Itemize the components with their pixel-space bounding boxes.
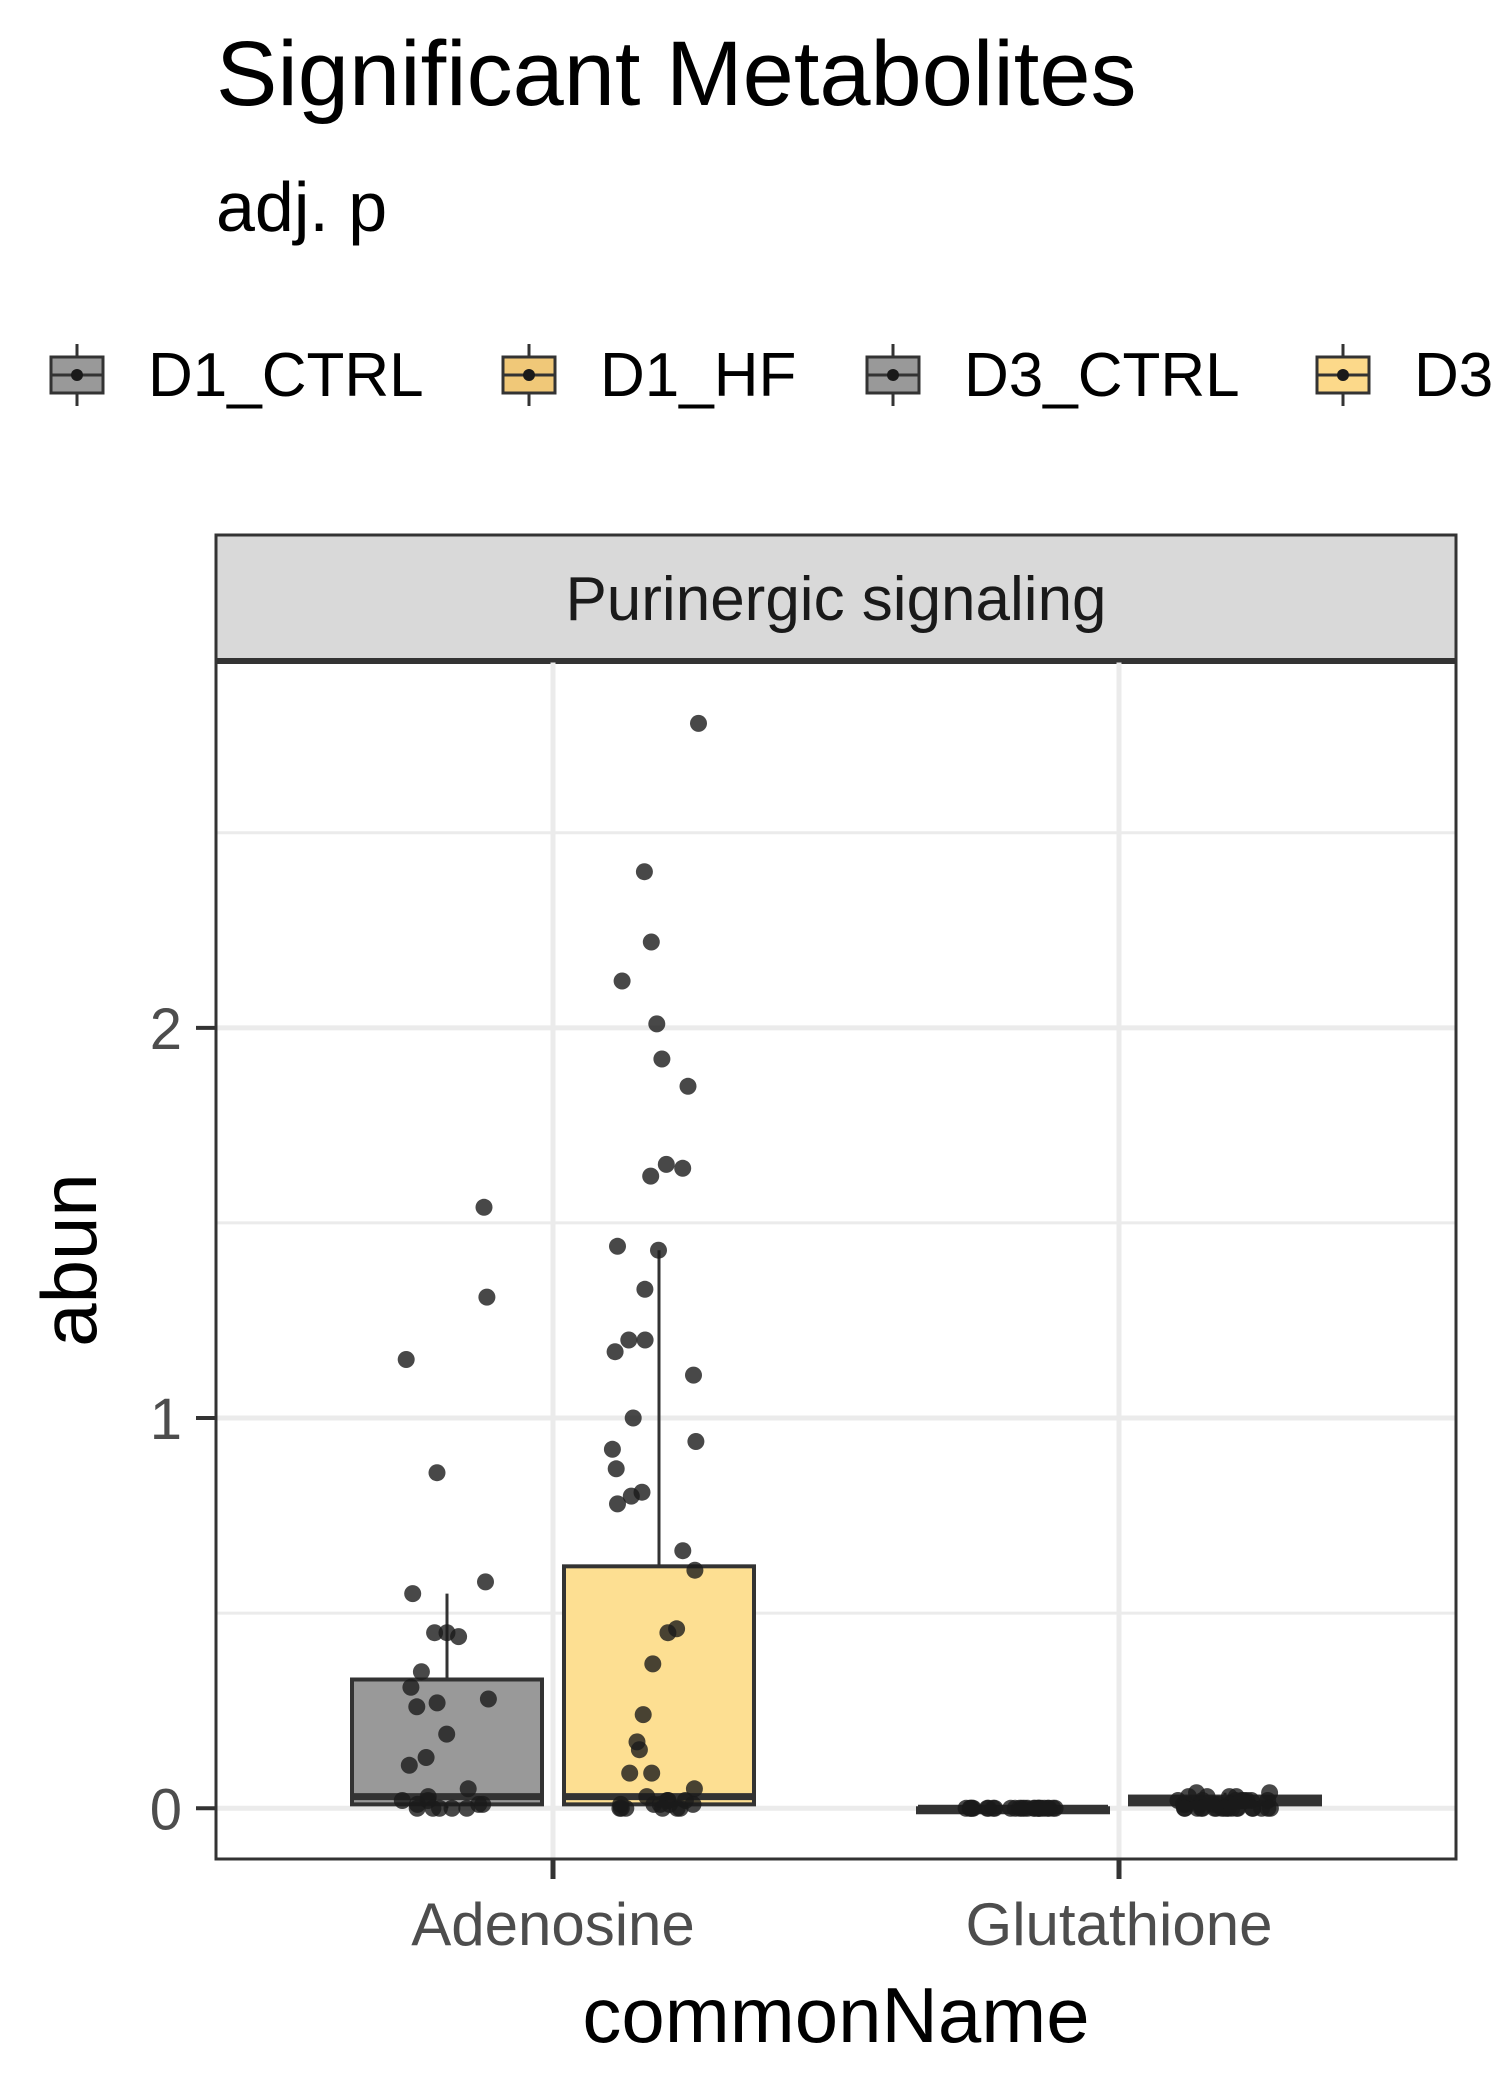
data-point: [1194, 1799, 1211, 1817]
data-point: [671, 1799, 689, 1817]
chart-subtitle: adj. p: [216, 168, 388, 246]
legend-item: D1_HF: [498, 330, 796, 420]
x-tick-label: Adenosine: [411, 1891, 695, 1958]
data-point: [648, 1015, 666, 1033]
data-point: [428, 1694, 446, 1712]
data-point: [450, 1628, 468, 1646]
data-point: [400, 1756, 418, 1774]
data-point: [458, 1799, 476, 1817]
data-point: [475, 1198, 493, 1216]
data-point: [607, 1460, 625, 1478]
data-points: [393, 714, 1279, 1817]
data-point: [1175, 1799, 1193, 1817]
data-point: [1243, 1799, 1261, 1817]
chart-title: Significant Metabolites: [216, 23, 1137, 125]
y-tick-label: 2: [150, 997, 182, 1062]
x-tick-label: Glutathione: [966, 1891, 1273, 1958]
data-point: [609, 1495, 626, 1513]
box-body: [562, 1564, 756, 1807]
data-point: [687, 1433, 705, 1450]
box-d1-hf: [562, 1250, 756, 1809]
data-point: [685, 1780, 703, 1798]
data-point: [643, 1764, 661, 1782]
data-point: [397, 1351, 415, 1368]
data-point: [621, 1764, 639, 1782]
data-point: [1011, 1799, 1029, 1817]
facet-label: Purinergic signaling: [565, 565, 1106, 634]
data-point: [657, 1155, 675, 1173]
legend-label: D1_HF: [600, 340, 797, 410]
data-point: [1261, 1799, 1279, 1817]
data-point: [964, 1799, 982, 1817]
data-point: [690, 714, 707, 732]
data-point: [402, 1678, 420, 1696]
data-point: [459, 1780, 477, 1798]
data-point: [408, 1698, 426, 1716]
y-axis-title: abun: [25, 1173, 113, 1347]
data-point: [635, 863, 653, 881]
legend-item: D1_CTRL: [46, 330, 424, 420]
axes: 0 1 2 Adenosine Glutathione: [150, 997, 1273, 1958]
data-point: [606, 1343, 624, 1361]
data-point: [408, 1799, 426, 1817]
data-point: [1029, 1799, 1047, 1817]
data-point: [417, 1749, 435, 1766]
data-point: [624, 1409, 642, 1427]
legend-key-icon: [1312, 344, 1374, 406]
data-point: [653, 1050, 671, 1068]
legend-key-icon: [46, 344, 108, 406]
data-point: [642, 933, 660, 951]
legend: D1_CTRL D1_HF D3_CTRL D3: [0, 330, 1500, 420]
data-point: [674, 1159, 692, 1177]
legend-item: D3_CTRL: [862, 330, 1240, 420]
data-point: [654, 1799, 672, 1817]
data-point: [684, 1795, 702, 1813]
data-point: [622, 1487, 640, 1505]
data-point: [679, 1077, 697, 1095]
data-point: [659, 1624, 677, 1642]
data-point: [603, 1440, 621, 1458]
y-tick-label: 0: [150, 1777, 182, 1842]
data-point: [1223, 1799, 1241, 1817]
x-axis-title: commonName: [582, 1971, 1089, 2059]
data-point: [685, 1366, 702, 1384]
data-point: [438, 1725, 456, 1743]
legend-label: D1_CTRL: [148, 340, 424, 410]
data-point: [686, 1561, 704, 1579]
data-point: [443, 1799, 461, 1817]
legend-key-icon: [862, 344, 924, 406]
data-point: [636, 1280, 654, 1298]
facet-strip: [214, 533, 1458, 663]
boxes: [350, 1250, 1322, 1815]
legend-key-icon: [498, 344, 560, 406]
data-point: [617, 1799, 635, 1817]
data-point: [634, 1706, 652, 1724]
data-point: [426, 1624, 444, 1642]
data-point: [609, 1237, 626, 1255]
data-point: [1206, 1799, 1224, 1817]
data-point: [674, 1542, 692, 1560]
data-point: [428, 1464, 446, 1482]
data-point: [613, 972, 631, 990]
data-point: [477, 1573, 494, 1591]
data-point: [650, 1241, 667, 1259]
legend-label: D3_CTRL: [964, 340, 1240, 410]
data-point: [412, 1663, 430, 1681]
panel-border: [214, 659, 1458, 1861]
data-point: [478, 1288, 496, 1306]
data-point: [636, 1331, 654, 1349]
data-point: [620, 1331, 638, 1349]
data-point: [644, 1655, 662, 1673]
data-point: [424, 1799, 442, 1817]
data-point: [404, 1585, 422, 1603]
data-point: [630, 1741, 648, 1759]
data-point: [642, 1167, 660, 1185]
data-point: [479, 1690, 497, 1708]
data-point: [984, 1799, 1002, 1817]
legend-label: D3: [1414, 340, 1494, 410]
legend-item: D3: [1312, 330, 1493, 420]
y-tick-label: 1: [150, 1387, 182, 1452]
data-point: [393, 1792, 411, 1809]
